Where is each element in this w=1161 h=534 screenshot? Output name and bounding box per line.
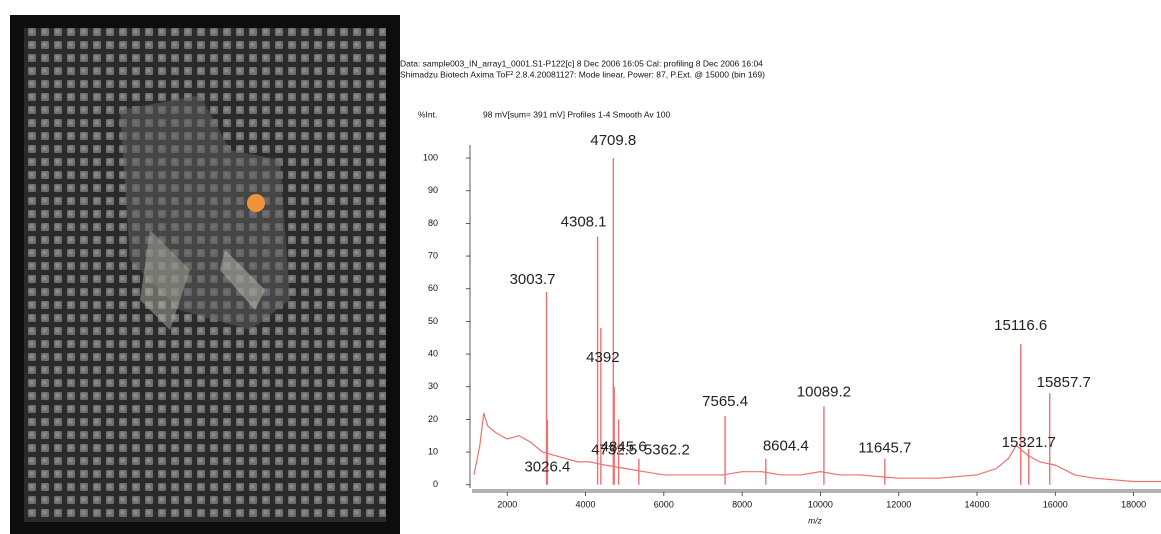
- x-tick-label: 14000: [964, 499, 989, 509]
- y-tick-label: 40: [428, 348, 438, 358]
- y-tick-label: 10: [428, 446, 438, 456]
- x-tick-label: 10000: [808, 499, 833, 509]
- peak-label: 4845.6: [601, 438, 647, 455]
- peak-label: 4732.5: [591, 442, 637, 459]
- peak-label: 15116.6: [994, 317, 1047, 334]
- y-tick-label: 60: [428, 283, 438, 293]
- selected-spot[interactable]: [247, 194, 265, 212]
- header-line: Data: sample003_IN_array1_0001.S1-P122[c…: [400, 58, 763, 68]
- y-tick-label: 80: [428, 218, 438, 228]
- header-line: Shimadzu Biotech Axima ToF² 2.8.4.200811…: [400, 69, 765, 79]
- x-tick-label: 16000: [1043, 499, 1068, 509]
- peak-label: 5362.2: [644, 442, 690, 459]
- x-tick-label: 4000: [576, 499, 596, 509]
- peak-label: 11645.7: [858, 440, 911, 457]
- peak-label: 7565.4: [702, 393, 748, 410]
- spectrum-trace: [473, 412, 1161, 483]
- peak-label: 15857.7: [1037, 374, 1091, 391]
- y-axis-label: %Int.: [418, 109, 437, 119]
- peak-label: 3026.4: [524, 458, 570, 475]
- microscope-image: [10, 15, 400, 534]
- x-tick-label: 8000: [732, 499, 752, 509]
- y-tick-label: 30: [428, 381, 438, 391]
- plot: 0 10 20 30 40 50 60 70 80 90 100 2000 4000 6000 8000 10…: [423, 132, 1161, 509]
- subtitle: 98 mV[sum= 391 mV] Profiles 1-4 Smooth A…: [483, 109, 670, 119]
- peak-label: 8604.4: [763, 438, 809, 455]
- x-tick-label: 2000: [497, 499, 517, 509]
- peak-label: 15321.7: [1002, 434, 1056, 451]
- y-tick-label: 50: [428, 316, 438, 326]
- peak-label: 4709.8: [590, 132, 636, 149]
- y-tick-label: 70: [428, 250, 438, 260]
- x-tick-label: 6000: [654, 499, 674, 509]
- y-tick-label: 90: [428, 185, 438, 195]
- peak-label: 4392: [586, 349, 619, 366]
- x-tick-label: 18000: [1121, 499, 1146, 509]
- x-axis-label: m/z: [808, 515, 822, 525]
- peak-label: 4308.1: [561, 213, 607, 230]
- peak-label: 3003.7: [510, 271, 556, 288]
- smear: [220, 250, 265, 310]
- y-tick-label: 20: [428, 414, 438, 424]
- y-tick-label: 100: [423, 152, 438, 162]
- peak-label: 10089.2: [797, 383, 851, 400]
- y-tick-label: 0: [433, 479, 438, 489]
- smear: [140, 230, 190, 330]
- x-tick-label: 12000: [886, 499, 911, 509]
